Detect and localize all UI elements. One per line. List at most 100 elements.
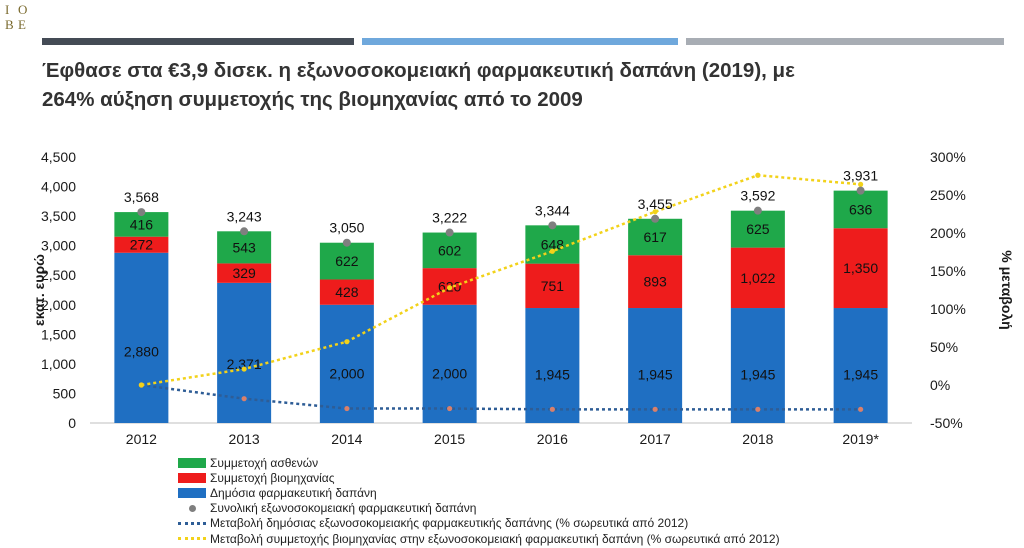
data-label-patients: 622 [335,253,359,269]
data-label-public: 2,000 [329,365,364,381]
data-label-industry: 1,350 [843,260,878,276]
data-label-patients: 648 [541,236,565,252]
data-label-public: 2,000 [432,365,467,381]
header-divider-dark [42,38,354,45]
total-marker [445,228,454,237]
legend-label: Δημόσια φαρμακευτική δαπάνη [210,485,377,500]
logo-letter: B [5,17,14,32]
point-public-change [858,406,864,412]
x-tick-label: 2014 [331,431,362,447]
bar-segment-patients [217,231,272,264]
bar-segment-industry [833,228,888,309]
y-tick-label: 3,000 [41,238,76,254]
data-label-public: 1,945 [843,367,878,383]
y2-tick-label: 200% [930,225,966,241]
legend-label: Συμμετοχή ασθενών [210,455,319,470]
bar-segment-public [730,308,785,423]
y-tick-label: 500 [53,385,77,401]
bar-segment-industry [217,263,272,283]
data-label-patients: 602 [438,242,462,258]
iobe-logo: I O B E [0,0,44,40]
total-label: 3,568 [124,189,159,205]
total-label: 3,344 [535,202,570,218]
data-label-industry: 751 [541,278,565,294]
x-tick-label: 2016 [537,431,568,447]
line-industry_change_line [141,173,861,387]
point-public-change [652,406,658,412]
y-axis-title: εκατ. ευρώ [31,254,47,326]
x-tick-label: 2017 [640,431,671,447]
total-label: 3,222 [432,210,467,226]
bar-segment-public [833,308,888,423]
bar-segment-patients [422,232,477,269]
bar-segment-public [319,304,374,423]
y2-tick-label: 100% [930,301,966,317]
legend-label: Μεταβολή συμμετοχής βιομηχανίας στην εξω… [210,531,780,546]
data-label-public: 1,945 [740,367,775,383]
legend-line-sample [178,537,206,541]
y2-tick-label: 300% [930,149,966,165]
x-tick-label: 2015 [434,431,465,447]
y2-tick-label: -50% [930,415,963,431]
y-tick-label: 3,500 [41,208,76,224]
title-line-2: 264% αύξηση συμμετοχής της βιομηχανίας α… [42,88,583,111]
point-industry-change [549,248,555,254]
y2-tick-label: 150% [930,263,966,279]
legend-swatch [178,487,206,498]
logo-letter: O [18,2,28,17]
data-label-patients: 617 [643,229,667,245]
legend-swatch [178,472,206,483]
total-marker [753,206,762,215]
point-public-change [549,406,555,412]
bar-segment-patients [628,218,683,256]
legend-item: Συμμετοχή ασθενών [178,455,780,470]
line-public_change_line [141,383,861,411]
x-tick-label: 2019* [842,431,879,447]
legend-label: Συνολική εξωνοσοκομειακή φαρμακευτική δα… [210,501,477,516]
total-label: 3,592 [740,188,775,204]
data-label-industry: 893 [643,274,667,290]
bar-segment-public [114,252,169,423]
legend-item: Συνολική εξωνοσοκομειακή φαρμακευτική δα… [178,501,780,516]
legend-item: Συμμετοχή βιομηχανίας [178,470,780,485]
total-label: 3,455 [638,196,673,212]
bar-segment-industry [628,255,683,309]
point-public-change [447,405,453,412]
total-marker [137,208,146,217]
total-marker [651,214,660,223]
data-label-public: 1,945 [638,367,673,383]
title-line-1: Έφθασε στα €3,9 δισεκ. η εξωνοσοκομειακή… [42,59,795,82]
y-tick-label: 1,500 [41,326,76,342]
legend-item: Μεταβολή συμμετοχής βιομηχανίας στην εξω… [178,531,780,546]
bar-segment-industry [730,247,785,309]
point-public-change [755,406,761,412]
page-title: Έφθασε στα €3,9 δισεκ. η εξωνοσοκομειακή… [42,56,982,114]
legend-item: Δημόσια φαρμακευτική δαπάνη [178,485,780,500]
data-label-patients: 625 [746,221,770,237]
expenditure-chart: 0 500 1,000 1,500 2,000 2,500 3,000 3,500 4,000 4… [31,149,1015,447]
legend-swatch [178,457,206,468]
x-tick-label: 2013 [229,431,260,447]
y2-tick-label: 250% [930,187,966,203]
legend-item: Μεταβολή δημόσιας εξωνοσοκομειακής φαρμα… [178,516,780,531]
bar-segment-patients [114,212,169,237]
data-label-patients: 543 [232,239,256,255]
point-industry-change [344,339,350,345]
y-tick-label: 2,000 [41,297,76,313]
total-label: 3,931 [843,168,878,184]
bar-segment-industry [525,263,580,309]
point-industry-change [241,366,247,372]
legend-label: Συμμετοχή βιομηχανίας [210,470,335,485]
total-marker [240,227,249,236]
point-industry-change [447,285,453,291]
bar-segment-industry [319,279,374,305]
y-tick-label: 0 [68,415,76,431]
total-label: 3,050 [329,220,364,236]
data-label-industry: 272 [130,237,154,253]
total-marker [342,238,351,247]
x-tick-label: 2012 [126,431,157,447]
data-label-patients: 636 [849,201,873,217]
total-marker [548,221,557,230]
y-tick-label: 4,500 [41,149,76,165]
bar-segment-patients [833,190,888,229]
